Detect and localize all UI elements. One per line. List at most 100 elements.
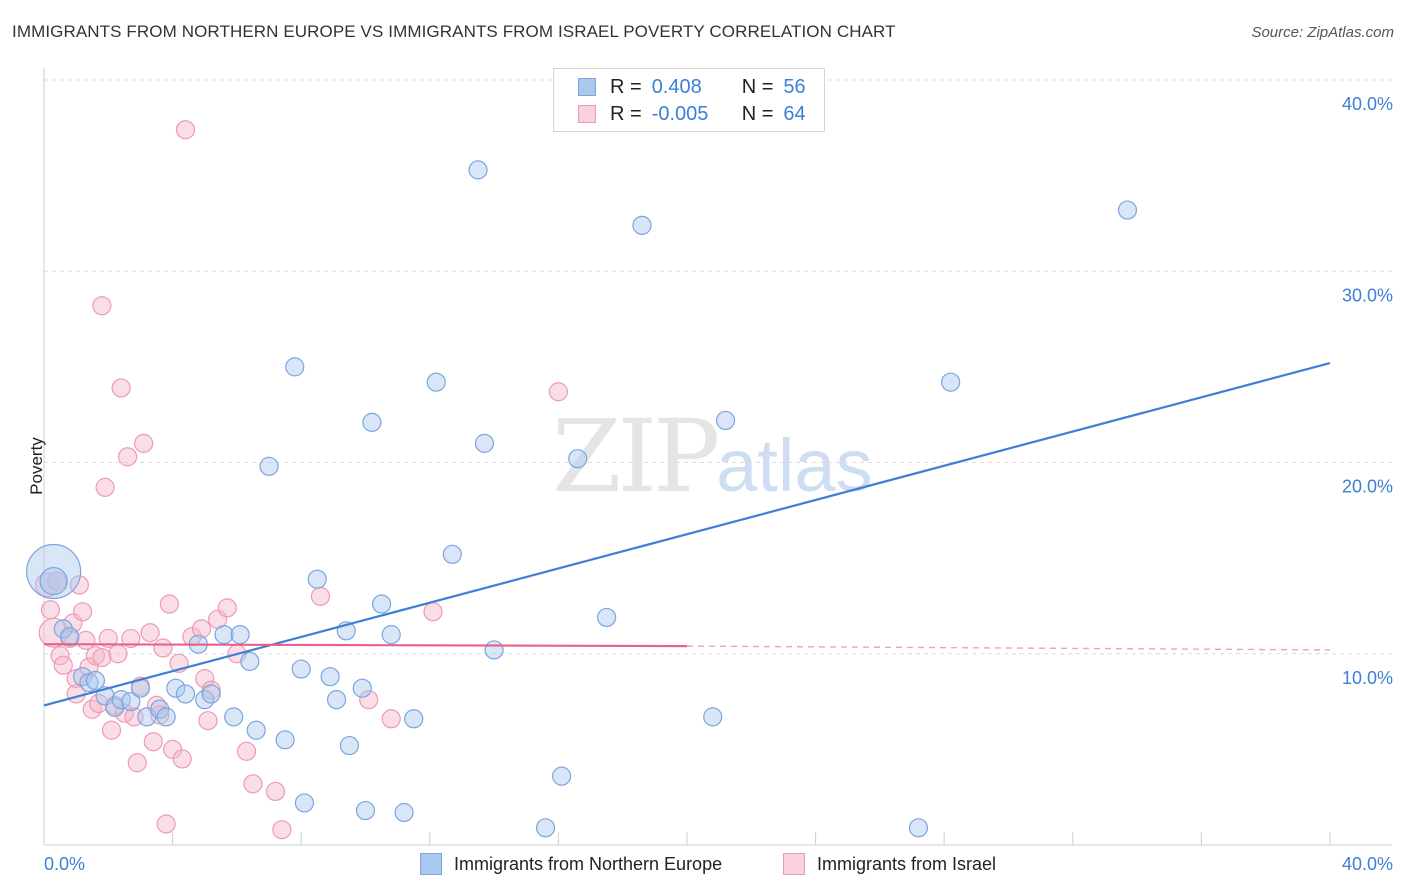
point-israel	[89, 693, 109, 714]
point-northern-europe	[326, 690, 347, 710]
point-northern-europe	[426, 372, 446, 392]
point-northern-europe	[53, 619, 73, 639]
point-israel	[159, 594, 179, 614]
point-northern-europe	[632, 215, 652, 235]
point-northern-europe	[307, 569, 327, 589]
trendline-israel-extension	[686, 645, 1331, 651]
point-northern-europe	[156, 707, 176, 727]
legend-r-value: -0.005	[651, 102, 709, 125]
point-northern-europe	[352, 678, 372, 698]
point-israel	[92, 647, 112, 668]
legend-n-value: 56	[783, 75, 806, 98]
trendline-northern-europe	[43, 361, 1331, 707]
point-northern-europe	[246, 720, 266, 740]
point-israel	[98, 628, 118, 649]
point-israel	[153, 638, 173, 658]
point-israel	[381, 709, 401, 729]
source-credit: Source: ZipAtlas.com	[1251, 24, 1394, 41]
point-northern-europe	[175, 684, 196, 704]
point-northern-europe	[166, 678, 186, 698]
point-israel	[34, 572, 60, 598]
chart-title: IMMIGRANTS FROM NORTHERN EUROPE VS IMMIG…	[12, 22, 896, 41]
point-northern-europe	[121, 691, 141, 712]
series-legend: Immigrants from Northern Europe Immigran…	[0, 850, 1406, 880]
point-israel	[111, 378, 131, 398]
point-northern-europe	[362, 412, 382, 432]
point-israel	[127, 753, 147, 773]
point-northern-europe	[715, 410, 736, 431]
point-israel	[217, 598, 237, 618]
legend-item-israel[interactable]: Immigrants from Israel	[783, 853, 996, 875]
point-israel	[40, 600, 61, 620]
point-northern-europe	[285, 357, 305, 377]
legend-swatch-pink	[578, 105, 596, 123]
point-israel	[156, 814, 176, 834]
point-northern-europe	[60, 626, 80, 647]
legend-n-label: N =	[741, 75, 774, 98]
point-northern-europe	[468, 160, 488, 180]
y-tick-label: 30.0%	[1342, 285, 1393, 305]
point-northern-europe	[240, 651, 260, 672]
point-northern-europe	[320, 667, 340, 687]
point-israel	[95, 477, 115, 497]
legend-item-northern-europe[interactable]: Immigrants from Northern Europe	[420, 853, 722, 875]
point-israel	[548, 382, 569, 402]
point-israel	[69, 575, 89, 595]
point-northern-europe	[597, 607, 617, 628]
legend-swatch-blue	[578, 78, 596, 96]
point-israel	[175, 120, 196, 140]
y-tick-label: 40.0%	[1342, 94, 1393, 114]
x-tick-label-max: 40.0%	[1342, 854, 1393, 874]
point-israel	[117, 447, 138, 467]
legend-n-label: N =	[741, 102, 774, 125]
point-israel	[172, 749, 192, 769]
point-northern-europe	[294, 793, 315, 813]
point-northern-europe	[291, 659, 311, 679]
point-northern-europe	[442, 544, 462, 564]
point-northern-europe	[224, 707, 244, 727]
point-northern-europe	[85, 670, 106, 691]
y-tick-label: 10.0%	[1342, 668, 1393, 688]
point-northern-europe	[150, 699, 170, 719]
y-tick-label: 20.0%	[1342, 477, 1393, 497]
point-northern-europe	[39, 566, 68, 596]
point-israel	[265, 781, 286, 802]
point-israel	[140, 623, 160, 643]
point-israel	[101, 720, 122, 740]
point-israel	[236, 741, 257, 761]
point-israel	[92, 296, 112, 316]
point-northern-europe	[381, 625, 401, 645]
point-israel	[359, 690, 379, 710]
legend-label-israel: Immigrants from Israel	[817, 853, 997, 874]
point-israel	[423, 602, 443, 622]
point-israel	[272, 820, 292, 840]
point-northern-europe	[484, 640, 504, 660]
point-northern-europe	[275, 730, 295, 750]
legend-row-northern-europe: R = 0.408 N = 56	[554, 73, 806, 101]
point-israel	[53, 655, 73, 675]
point-northern-europe	[214, 625, 234, 645]
point-israel	[191, 619, 212, 639]
watermark-atlas: atlas	[716, 424, 873, 507]
watermark-zip: ZIP	[552, 398, 720, 515]
point-israel	[243, 774, 263, 794]
legend-row-israel: R = -0.005 N = 64	[554, 100, 806, 128]
point-northern-europe	[259, 456, 279, 476]
y-axis-label: Poverty	[26, 437, 46, 495]
legend-swatch-pink	[783, 853, 805, 875]
point-northern-europe	[230, 625, 250, 645]
point-israel	[72, 602, 93, 622]
point-northern-europe	[552, 766, 572, 786]
legend-r-label: R =	[610, 102, 642, 125]
legend-label-northern-europe: Immigrants from Northern Europe	[454, 853, 723, 874]
point-northern-europe	[1117, 200, 1138, 220]
point-israel	[198, 711, 218, 731]
point-israel	[47, 571, 67, 591]
point-israel	[143, 732, 163, 752]
point-northern-europe	[394, 802, 414, 823]
point-northern-europe	[339, 735, 360, 756]
legend-swatch-blue	[420, 853, 442, 875]
point-northern-europe	[941, 372, 961, 392]
point-israel	[134, 433, 154, 453]
